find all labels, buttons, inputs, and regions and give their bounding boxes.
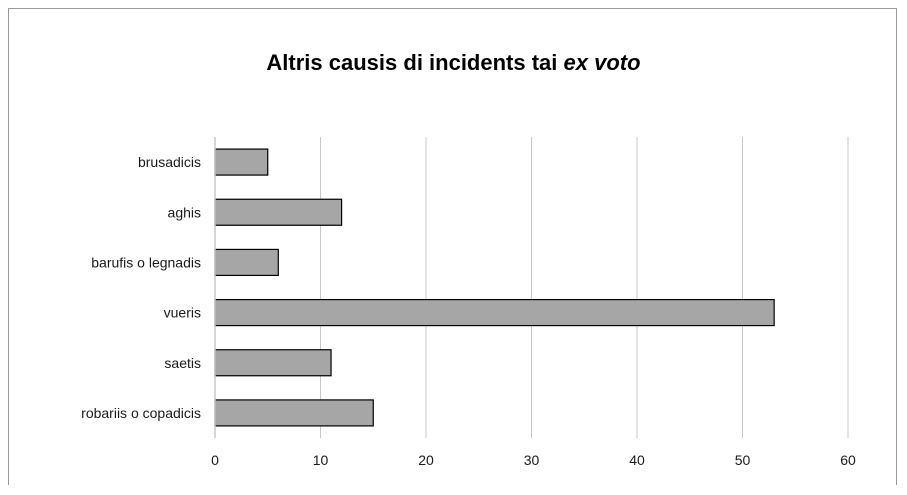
bar-layer [214, 148, 775, 427]
chart-title: Altris causis di incidents tai ex voto [0, 50, 907, 76]
category-label-barufis-o-legnadis: barufis o legnadis [91, 254, 201, 270]
x-tick-label-0: 0 [211, 452, 219, 468]
category-label-brusadicis: brusadicis [138, 154, 201, 170]
x-tick-label-60: 60 [840, 452, 856, 468]
chart-title-text: Altris causis di incidents tai [266, 50, 558, 75]
bar-robariis-o-copadicis [214, 399, 374, 427]
bar-saetis [214, 349, 332, 377]
bar-barufis-o-legnadis [214, 248, 279, 277]
x-tick-label-50: 50 [735, 452, 751, 468]
axis-layer: brusadicis aghis barufis o legnadis vueris s… [81, 137, 856, 468]
category-label-vueris: vueris [164, 305, 201, 321]
grid-layer [320, 137, 849, 438]
chart-frame [8, 8, 897, 485]
category-label-aghis: aghis [168, 204, 201, 220]
bar-vueris [214, 298, 775, 327]
chart-title-emphasis: ex voto [563, 50, 641, 75]
bar-brusadicis [214, 148, 269, 176]
x-tick-label-30: 30 [524, 452, 540, 468]
bar-aghis [214, 198, 343, 226]
x-tick-label-40: 40 [629, 452, 645, 468]
category-label-robariis-o-copadicis: robariis o copadicis [81, 405, 201, 421]
x-tick-label-20: 20 [418, 452, 434, 468]
category-label-saetis: saetis [164, 355, 201, 371]
x-tick-label-10: 10 [313, 452, 329, 468]
